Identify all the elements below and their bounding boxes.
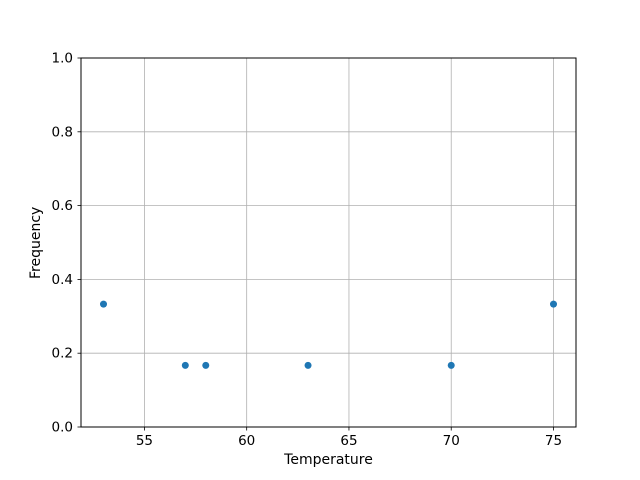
data-point [550,300,557,308]
data-point [447,361,455,369]
plot-border [80,57,577,428]
y-tick-label: 0.2 [52,346,73,362]
data-point [100,300,107,308]
data-point [181,361,189,369]
y-axis-label: Frequency [28,206,44,279]
x-tick-label: 60 [238,433,255,449]
y-tick-label: 0.8 [52,124,73,140]
x-tick-label: 55 [136,433,153,449]
x-axis-label: Temperature [284,452,373,468]
y-tick-label: 0.4 [52,272,73,288]
y-tick-label: 0.6 [52,198,73,214]
x-tick-label: 65 [340,433,357,449]
y-tick-label: 1.0 [52,51,73,67]
data-point [304,361,312,369]
data-point [202,361,210,369]
x-tick-label: 75 [545,433,562,449]
y-tick-label: 0.0 [52,420,73,436]
x-tick-label: 70 [443,433,460,449]
